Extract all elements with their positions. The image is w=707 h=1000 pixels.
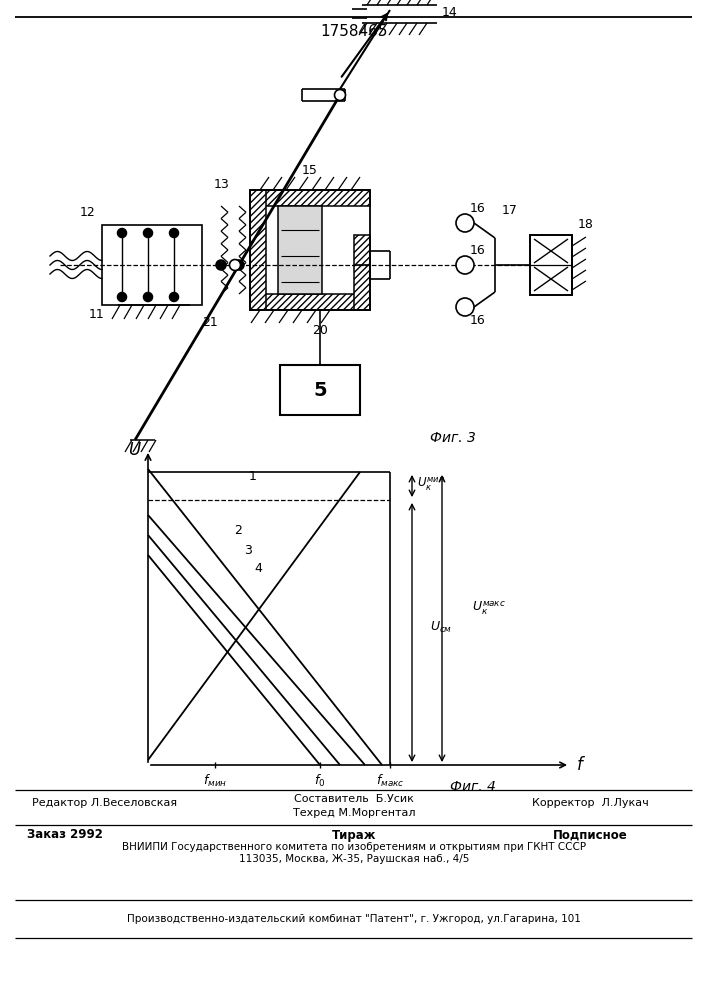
Circle shape bbox=[456, 256, 474, 274]
Circle shape bbox=[117, 229, 127, 237]
Text: 17: 17 bbox=[502, 204, 518, 217]
Text: 2: 2 bbox=[234, 524, 242, 536]
Text: 16: 16 bbox=[470, 202, 486, 216]
Circle shape bbox=[144, 229, 153, 237]
Text: Фиг. 3: Фиг. 3 bbox=[430, 431, 476, 445]
Text: $U_{см}$: $U_{см}$ bbox=[430, 620, 452, 635]
Circle shape bbox=[117, 292, 127, 302]
Bar bbox=[250, 190, 370, 310]
Circle shape bbox=[334, 90, 346, 101]
Circle shape bbox=[234, 260, 244, 270]
Circle shape bbox=[144, 292, 153, 302]
Circle shape bbox=[170, 229, 178, 237]
Text: 12: 12 bbox=[80, 207, 96, 220]
Text: $U_к^{мин}$: $U_к^{мин}$ bbox=[417, 476, 445, 493]
Text: 20: 20 bbox=[312, 324, 328, 336]
Text: Тираж: Тираж bbox=[332, 828, 376, 842]
Text: 11: 11 bbox=[89, 308, 105, 322]
Text: 113035, Москва, Ж-35, Раушская наб., 4/5: 113035, Москва, Ж-35, Раушская наб., 4/5 bbox=[239, 854, 469, 864]
Text: 16: 16 bbox=[470, 244, 486, 257]
Text: $f_0$: $f_0$ bbox=[315, 773, 326, 789]
Text: ВНИИПИ Государственного комитета по изобретениям и открытиям при ГКНТ СССР: ВНИИПИ Государственного комитета по изоб… bbox=[122, 842, 586, 852]
Bar bbox=[250, 294, 370, 310]
Text: 5: 5 bbox=[313, 380, 327, 399]
Text: Заказ 2992: Заказ 2992 bbox=[27, 828, 103, 842]
Text: 3: 3 bbox=[244, 544, 252, 556]
Text: Фиг. 4: Фиг. 4 bbox=[450, 780, 496, 794]
Circle shape bbox=[456, 214, 474, 232]
Bar bbox=[530, 235, 572, 295]
Text: 16: 16 bbox=[470, 314, 486, 328]
Bar bbox=[280, 365, 360, 415]
Text: 4: 4 bbox=[254, 562, 262, 574]
Bar bbox=[250, 190, 370, 206]
Text: $f_{макс}$: $f_{макс}$ bbox=[376, 773, 404, 789]
Text: Составитель  Б.Усик: Составитель Б.Усик bbox=[294, 794, 414, 804]
Circle shape bbox=[456, 298, 474, 316]
Circle shape bbox=[170, 292, 178, 302]
Text: 21: 21 bbox=[202, 316, 218, 328]
Text: $f_{мин}$: $f_{мин}$ bbox=[203, 773, 227, 789]
Bar bbox=[278, 206, 322, 294]
Text: f: f bbox=[577, 756, 583, 774]
Text: 18: 18 bbox=[578, 219, 594, 232]
Text: Техред М.Моргентал: Техред М.Моргентал bbox=[293, 808, 415, 818]
Text: $U_к^{макс}$: $U_к^{макс}$ bbox=[472, 600, 506, 617]
Bar bbox=[354, 235, 370, 310]
Text: Корректор  Л.Лукач: Корректор Л.Лукач bbox=[532, 798, 648, 808]
Text: Редактор Л.Веселовская: Редактор Л.Веселовская bbox=[33, 798, 177, 808]
Text: 14: 14 bbox=[442, 6, 458, 19]
Text: Подписное: Подписное bbox=[553, 828, 627, 842]
Bar bbox=[102, 225, 202, 305]
Text: 1758465: 1758465 bbox=[320, 24, 387, 39]
Text: 13: 13 bbox=[214, 178, 230, 192]
Bar bbox=[250, 190, 266, 310]
Text: Производственно-издательский комбинат "Патент", г. Ужгород, ул.Гагарина, 101: Производственно-издательский комбинат "П… bbox=[127, 914, 581, 924]
Circle shape bbox=[230, 259, 240, 270]
Text: 1: 1 bbox=[249, 471, 257, 484]
Circle shape bbox=[216, 260, 226, 270]
Text: 15: 15 bbox=[302, 163, 318, 176]
Text: U: U bbox=[128, 441, 140, 459]
